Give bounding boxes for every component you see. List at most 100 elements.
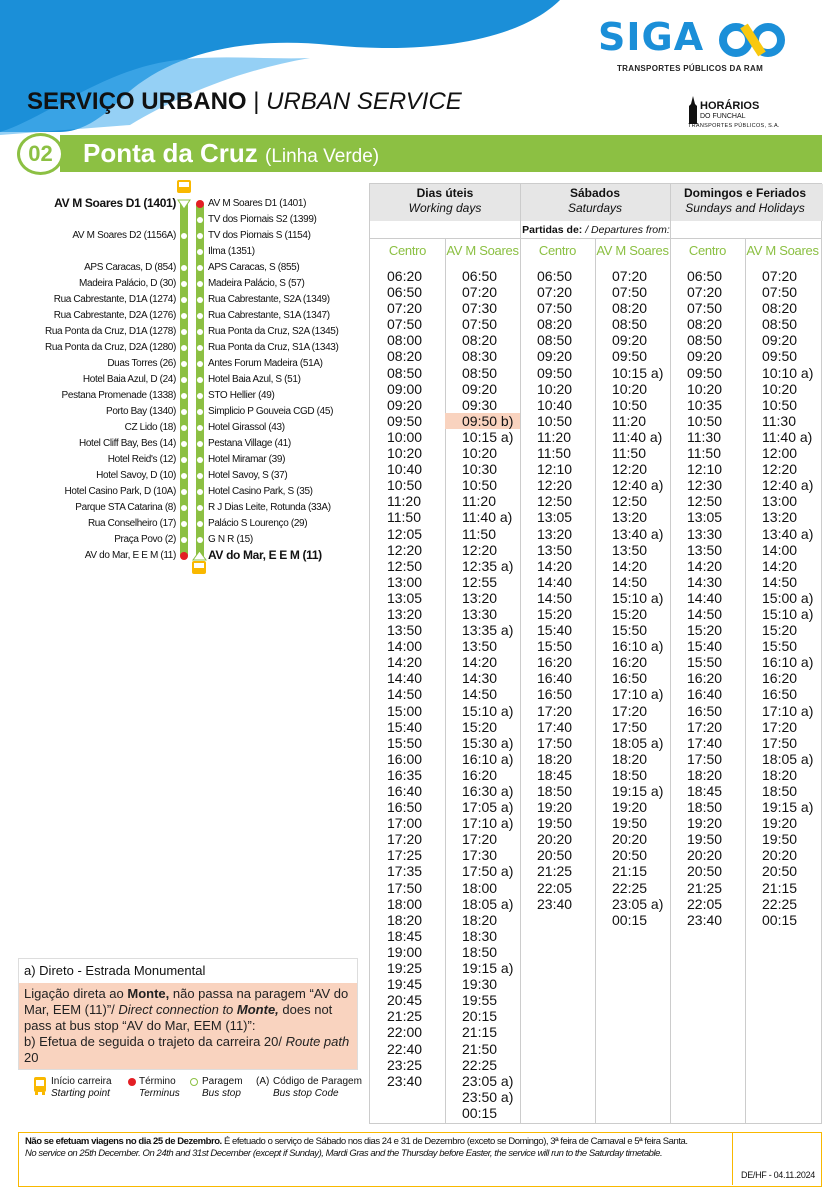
departure-time: 18:20	[462, 911, 498, 928]
departure-time: 12:40 a)	[762, 477, 814, 494]
departure-time: 13:30	[462, 605, 498, 622]
departure-time: 19:55	[462, 992, 498, 1009]
inbound-stop: Palácio S Lourenço (29)	[208, 518, 308, 529]
departure-time: 20:15	[462, 1008, 498, 1025]
group-title: Domingos e Feriados	[683, 186, 807, 200]
departure-time: 18:45	[687, 783, 723, 799]
bus-stop-icon	[197, 329, 203, 335]
departure-time: 21:15	[462, 1024, 498, 1041]
outbound-stop: Hotel Baia Azul, D (24)	[82, 374, 176, 385]
departure-time: 17:50	[612, 718, 648, 735]
departure-time: 13:20	[762, 509, 798, 526]
departure-time: 18:05 a)	[762, 750, 814, 767]
outbound-stop: Hotel Cliff Bay, Bes (14)	[78, 438, 176, 449]
departure-time: 18:50	[462, 943, 498, 960]
bus-stop-icon	[197, 313, 203, 319]
bus-stop-icon	[197, 345, 203, 351]
departure-time: 16:40	[687, 686, 723, 703]
departure-time: 17:50	[537, 734, 573, 751]
bus-stop-icon	[181, 425, 187, 431]
departure-time: 22:25	[762, 895, 798, 912]
departure-time: 07:50	[687, 300, 723, 317]
start-triangle-icon	[192, 550, 207, 561]
departure-time: 07:50	[612, 284, 648, 301]
departure-time: 19:50	[687, 831, 723, 848]
departure-time: 22:00	[387, 1024, 423, 1041]
departure-time: 19:00	[387, 943, 423, 960]
departure-time: 19:15 a)	[612, 783, 664, 799]
departure-time: 14:20	[387, 654, 423, 671]
bus-icon	[34, 1077, 46, 1095]
outbound-stop: APS Caracas, D (854)	[84, 262, 176, 273]
departure-time: 16:40	[537, 670, 573, 687]
departure-time: 09:50	[387, 412, 423, 429]
departure-time: 10:00	[387, 428, 423, 445]
departure-time: 18:45	[537, 766, 573, 783]
inbound-stop: Hotel Savoy, S (37)	[208, 470, 288, 481]
departure-time: 12:40 a)	[612, 477, 664, 494]
line-number-badge: 02	[17, 133, 64, 175]
group-subtitle: Working days	[408, 201, 482, 215]
departure-time: 10:20	[687, 380, 723, 397]
departure-time: 13:05	[387, 589, 423, 606]
departure-time: 16:20	[762, 670, 798, 687]
inbound-stop: Ilma (1351)	[208, 246, 255, 257]
inbound-stop: TV dos Piornais S2 (1399)	[208, 214, 317, 225]
column-header: Centro	[538, 243, 577, 258]
departure-time: 09:50	[612, 348, 648, 365]
departure-time: 15:50	[612, 622, 648, 639]
departure-time: 11:50	[537, 445, 571, 462]
bus-stop-icon	[181, 329, 187, 335]
departure-time: 19:15 a)	[762, 799, 814, 816]
departure-time: 14:30	[462, 670, 498, 687]
departure-time: 14:50	[762, 573, 798, 590]
departure-time: 18:20	[687, 766, 723, 783]
bus-stop-icon	[197, 457, 203, 463]
departure-time: 10:30	[462, 461, 498, 478]
departure-time: 15:20	[687, 622, 723, 639]
departure-time: 16:50	[612, 670, 648, 687]
departure-time: 15:20	[762, 622, 798, 639]
departure-time: 07:50	[762, 284, 798, 301]
departure-time: 12:50	[612, 493, 648, 510]
timetable-group-header: Sábados Saturdays	[520, 186, 670, 216]
departure-time: 18:05 a)	[462, 895, 514, 912]
times-column: 06:50 07:20 07:50 08:20 08:50 09:20 09:50 10:20…	[670, 268, 745, 928]
departure-time: 10:50	[387, 477, 423, 494]
green-circle-icon	[190, 1078, 198, 1086]
departure-time: 10:50	[762, 396, 798, 413]
departure-time: 23:05 a)	[612, 895, 664, 912]
departure-time: 17:10 a)	[762, 702, 814, 719]
times-column: 06:50 07:20 07:50 08:20 08:50 09:20 09:50 10:20…	[520, 268, 595, 912]
bus-stop-icon	[181, 233, 187, 239]
document-code: DE/HF - 04.11.2024	[732, 1133, 821, 1185]
departure-time: 17:40	[687, 734, 723, 751]
departure-time: 13:20	[537, 525, 573, 542]
departure-time: 10:20	[537, 380, 573, 397]
bus-stop-icon	[181, 537, 187, 543]
group-title: Dias úteis	[416, 186, 474, 200]
departure-time: 15:20	[612, 605, 648, 622]
bus-stop-icon	[197, 425, 203, 431]
departure-time: 12:55	[462, 573, 498, 590]
departure-time: 11:20	[612, 412, 646, 429]
bus-stop-icon	[181, 281, 187, 287]
bus-stop-icon	[181, 345, 187, 351]
departure-time: 10:35	[687, 396, 723, 413]
departure-time: 15:40	[537, 622, 573, 639]
departure-time: 19:20	[537, 799, 573, 816]
departure-time: 12:00	[762, 445, 798, 462]
start-triangle-icon	[177, 199, 191, 210]
departure-time: 14:20	[537, 557, 573, 574]
departure-time: 16:35	[387, 766, 423, 783]
departure-time: 15:40	[387, 718, 423, 735]
bus-stop-icon	[197, 505, 203, 511]
departure-time: 11:20	[537, 428, 571, 445]
departure-time: 14:40	[387, 670, 423, 687]
note-a-title: a) Direto - Estrada Monumental	[19, 959, 357, 983]
departure-time: 18:30	[462, 927, 498, 944]
departure-time: 09:50 b)	[445, 412, 520, 429]
departure-time: 08:20	[387, 348, 423, 365]
departure-time: 21:15	[612, 863, 648, 880]
departure-time: 19:15 a)	[462, 960, 514, 977]
